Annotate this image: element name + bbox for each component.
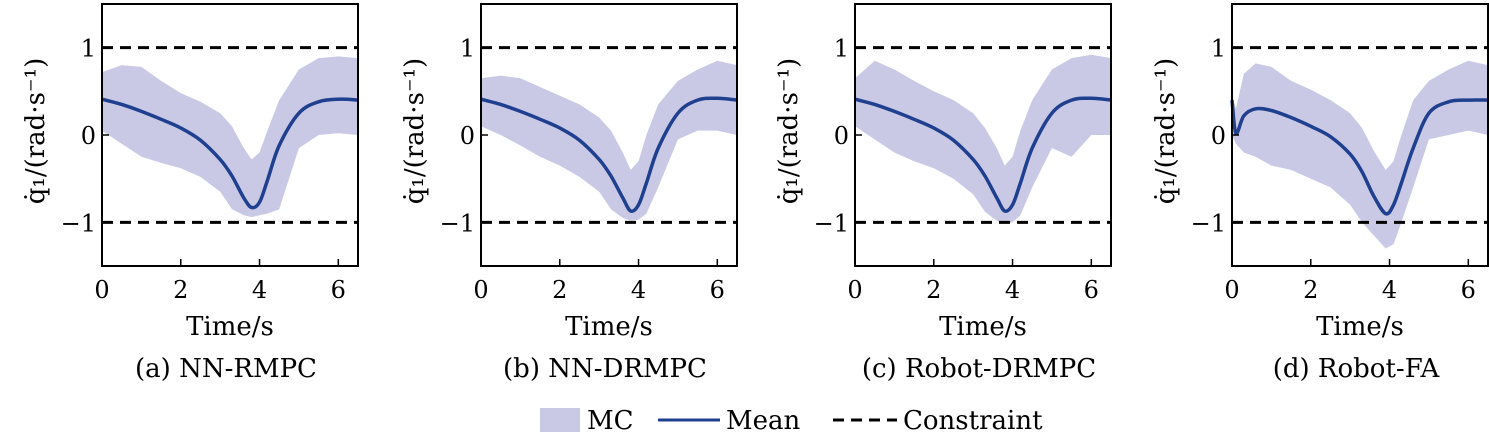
x-tick-label: 4 xyxy=(1005,276,1020,304)
y-tick-label: 1 xyxy=(460,35,475,63)
y-axis-label: q̇₁/(rad·s⁻¹) xyxy=(400,58,430,204)
x-tick-label: 0 xyxy=(1224,276,1239,304)
panel-caption: (c) Robot-DRMPC xyxy=(862,354,1096,384)
x-tick-label: 6 xyxy=(710,276,725,304)
legend-mc-swatch xyxy=(540,408,580,432)
x-tick-label: 0 xyxy=(94,276,109,304)
x-tick-label: 4 xyxy=(252,276,267,304)
mean-line xyxy=(480,96,738,213)
panel-caption: (b) NN-DRMPC xyxy=(503,354,707,384)
y-tick-label: 0 xyxy=(460,122,475,150)
x-tick-label: 0 xyxy=(473,276,488,304)
x-tick-label: 0 xyxy=(847,276,862,304)
y-tick-label: −1 xyxy=(1191,209,1226,237)
panel-caption: (a) NN-RMPC xyxy=(135,354,317,384)
y-tick-label: 0 xyxy=(1211,122,1226,150)
mean-line xyxy=(1230,98,1489,216)
y-tick-label: 0 xyxy=(81,122,96,150)
x-tick-label: 2 xyxy=(552,276,567,304)
x-tick-label: 6 xyxy=(1084,276,1099,304)
y-axis-label: q̇₁/(rad·s⁻¹) xyxy=(21,58,51,204)
x-tick-label: 4 xyxy=(1382,276,1397,304)
y-tick-label: −1 xyxy=(61,209,96,237)
y-tick-label: −1 xyxy=(814,209,849,237)
y-tick-label: 1 xyxy=(834,35,849,63)
chart-panel-0: 0 2 4 6 −1 0 1 Time/s q̇₁/(rad·s⁻¹) (a) NN-RMPC xyxy=(21,3,359,384)
mc-band xyxy=(1232,60,1488,249)
chart-panel-3: 0 2 4 6 −1 0 1 Time/s q̇₁/(rad·s⁻¹) (d) Robot-FA xyxy=(1151,3,1489,384)
mc-band xyxy=(102,56,358,218)
chart-panel-1: 0 2 4 6 −1 0 1 Time/s q̇₁/(rad·s⁻¹) (b) NN-DRMPC xyxy=(400,3,738,384)
mean-line xyxy=(854,96,1112,213)
y-axis-label: q̇₁/(rad·s⁻¹) xyxy=(774,58,804,204)
legend-mc-label: MC xyxy=(587,406,634,436)
y-tick-label: 1 xyxy=(81,35,96,63)
mean-line xyxy=(101,97,359,210)
x-axis-label: Time/s xyxy=(1316,312,1404,342)
x-axis-label: Time/s xyxy=(186,312,274,342)
y-tick-label: 1 xyxy=(1211,35,1226,63)
mc-band xyxy=(481,60,737,221)
panel-caption: (d) Robot-FA xyxy=(1273,354,1441,384)
x-tick-label: 2 xyxy=(926,276,941,304)
y-tick-label: 0 xyxy=(834,122,849,150)
x-axis-label: Time/s xyxy=(939,312,1027,342)
mc-band xyxy=(855,54,1111,225)
y-axis-label: q̇₁/(rad·s⁻¹) xyxy=(1151,58,1181,204)
x-tick-label: 2 xyxy=(173,276,188,304)
x-tick-label: 6 xyxy=(331,276,346,304)
chart-panel-2: 0 2 4 6 −1 0 1 Time/s q̇₁/(rad·s⁻¹) (c) Robot-DRM… xyxy=(774,3,1112,384)
x-axis-label: Time/s xyxy=(565,312,653,342)
legend-constraint-label: Constraint xyxy=(903,406,1043,436)
x-tick-label: 4 xyxy=(631,276,646,304)
legend: MC Mean Constraint xyxy=(540,406,1043,436)
x-tick-label: 6 xyxy=(1461,276,1476,304)
y-tick-label: −1 xyxy=(440,209,475,237)
x-tick-label: 2 xyxy=(1303,276,1318,304)
legend-mean-label: Mean xyxy=(726,406,801,436)
